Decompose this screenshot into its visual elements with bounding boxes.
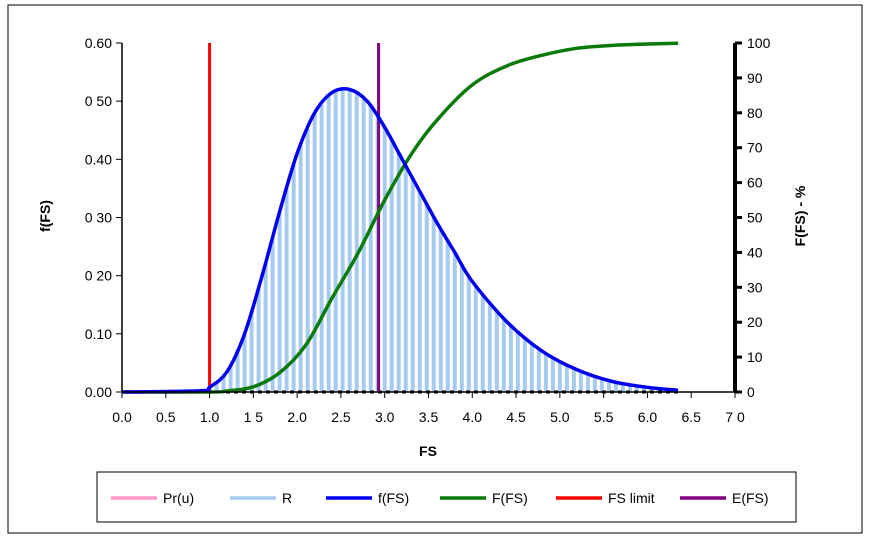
legend-item: F(FS) — [440, 490, 528, 506]
legend-item: R — [230, 490, 292, 506]
legend-label: Pr(u) — [163, 490, 194, 506]
y-tick-label: 0.40 — [85, 151, 112, 167]
y-tick-label: 0 30 — [85, 210, 112, 226]
x-tick-label: 1 5 — [244, 409, 264, 425]
legend-label: f(FS) — [378, 490, 409, 506]
y-tick-label: 0 20 — [85, 268, 112, 284]
x-tick-label: 5.5 — [594, 409, 614, 425]
y2-tick-label: 20 — [747, 314, 763, 330]
x-tick-label: 3.0 — [375, 409, 395, 425]
axes-layer: 0.0 0.5 1.0 1 5 2.0 2.5 3.0 3.5 4.0 4.5 5.0 5.5 6.0 6… — [85, 35, 771, 425]
y2-tick-label: 40 — [747, 244, 763, 260]
y2-tick-label: 70 — [747, 140, 763, 156]
x-tick-label: 4.5 — [506, 409, 526, 425]
legend-label: E(FS) — [732, 490, 769, 506]
legend-label: R — [282, 490, 292, 506]
x-axis-label: FS — [419, 443, 437, 459]
y2-tick-label: 0 — [747, 384, 755, 400]
legend-item: E(FS) — [680, 490, 769, 506]
x-tick-label: 0.5 — [156, 409, 176, 425]
F-fs-series-line — [121, 41, 679, 394]
y2-tick-label: 30 — [747, 279, 763, 295]
x-tick-label: 0.0 — [112, 409, 132, 425]
x-tick-label: 6.5 — [681, 409, 701, 425]
legend-item: FS limit — [556, 490, 655, 506]
x-tick-label: 2.0 — [287, 409, 307, 425]
x-tick-label: 5.0 — [550, 409, 570, 425]
x-tick-label: 3.5 — [419, 409, 439, 425]
x-tick-label: 6.0 — [638, 409, 658, 425]
x-tick-label: 4.0 — [463, 409, 483, 425]
y-tick-label: 0 50 — [85, 93, 112, 109]
y-tick-label: 0.10 — [85, 326, 112, 342]
y-tick-label: 0.00 — [85, 384, 112, 400]
y2-tick-label: 100 — [747, 35, 771, 51]
y2-tick-label: 10 — [747, 349, 763, 365]
legend-item: Pr(u) — [111, 490, 194, 506]
y-axis-label: f(FS) — [37, 200, 53, 232]
y2-axis-label: F(FS) - % — [792, 185, 808, 246]
legend-item: f(FS) — [326, 490, 409, 506]
y2-tick-label: 90 — [747, 70, 763, 86]
legend-label: FS limit — [608, 490, 655, 506]
y-tick-label: 0.60 — [85, 35, 112, 51]
f-fs-series-line — [121, 87, 679, 394]
legend-label: F(FS) — [492, 490, 528, 506]
y2-tick-label: 80 — [747, 105, 763, 121]
x-tick-label: 1.0 — [200, 409, 220, 425]
plot-layer — [121, 41, 679, 394]
x-tick-label: 2.5 — [331, 409, 351, 425]
y2-tick-label: 60 — [747, 175, 763, 191]
x-tick-label: 7 0 — [725, 409, 745, 425]
y2-tick-label: 50 — [747, 210, 763, 226]
